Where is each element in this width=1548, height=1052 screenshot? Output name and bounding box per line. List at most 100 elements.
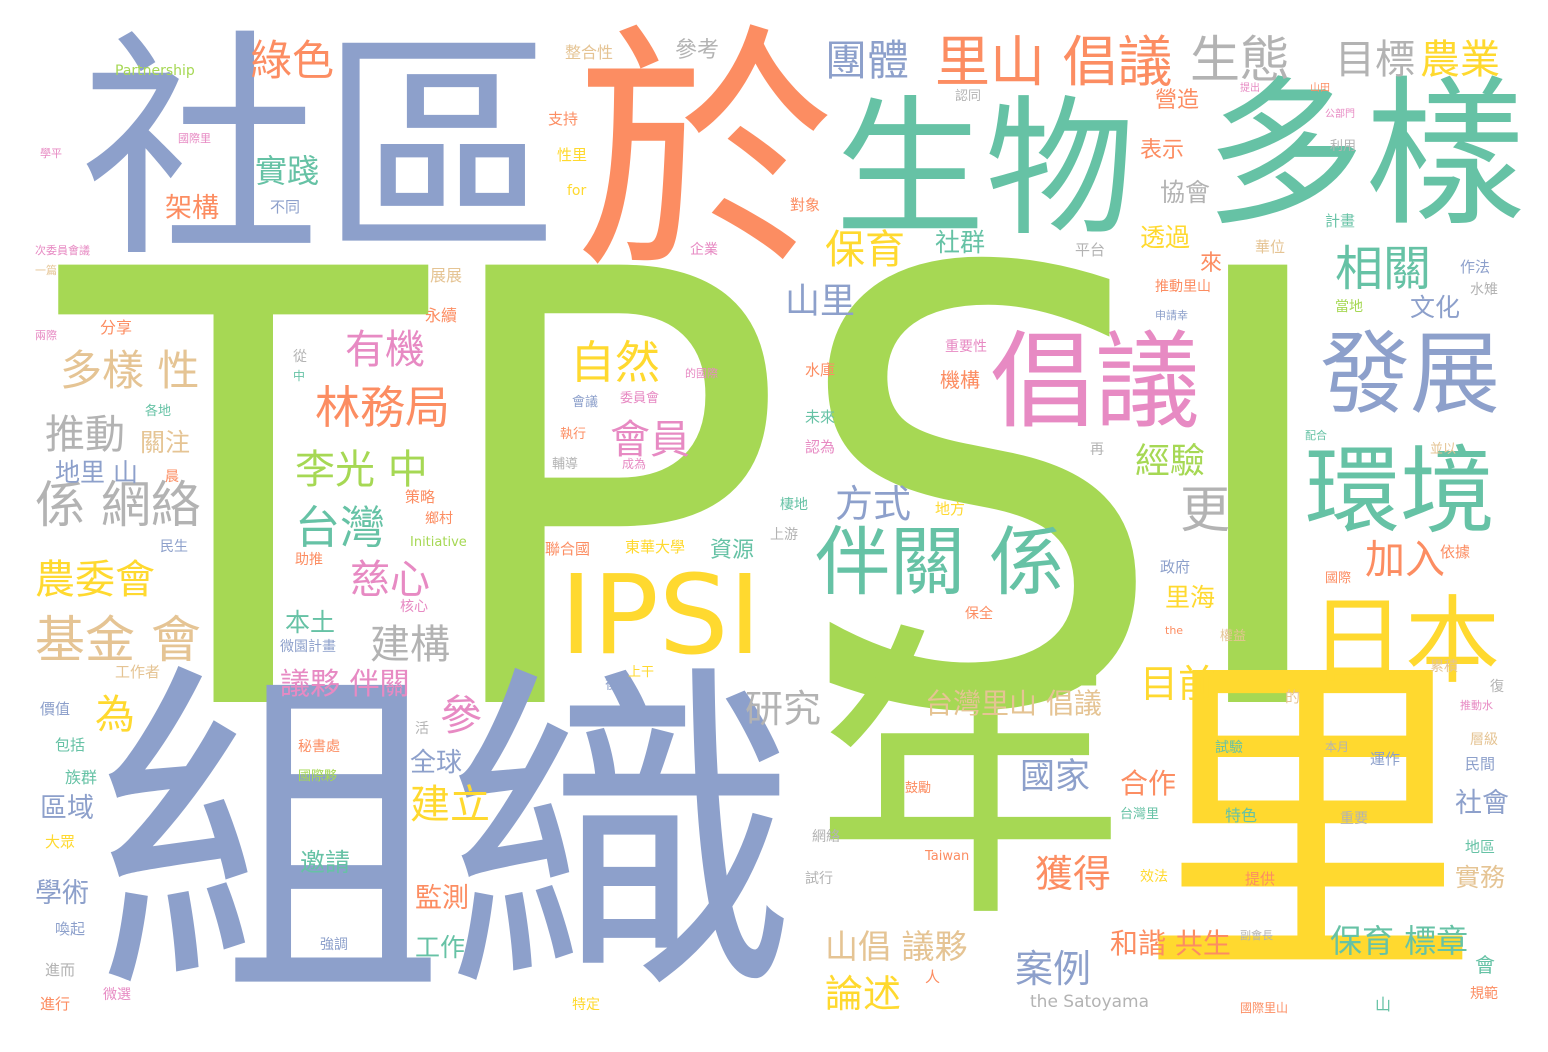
word-minjian: 民間 <box>1465 755 1496 773</box>
word-peihe: 配合 <box>1305 429 1327 442</box>
word-weilai: 未來 <box>805 408 836 426</box>
word-lunshu: 論述 <box>825 972 902 1016</box>
word-zhixing: 執行 <box>560 427 587 442</box>
word-rentong: 認同 <box>955 89 982 104</box>
word-tuanti: 團體 <box>825 36 910 85</box>
word-lihai: 里海 <box>1165 583 1216 612</box>
word-dazhong: 大眾 <box>45 833 76 851</box>
word-shuiku: 水庫 <box>805 361 836 379</box>
word-lishan-changyi: 里山 倡議 <box>935 30 1173 94</box>
word-taiwan: 台灣 <box>295 501 386 554</box>
word-shixing: 試行 <box>805 871 833 887</box>
word-the: the <box>1165 624 1184 637</box>
word-fenxiang: 分享 <box>100 318 133 337</box>
word-chen: 晨 <box>165 469 179 485</box>
word-nongye: 農業 <box>1420 37 1500 83</box>
word-changyi: 倡議 <box>990 321 1201 443</box>
word-huawei: 華位 <box>1255 238 1286 256</box>
word-tuidong: 推動 <box>45 412 125 458</box>
word-ipsi: IPSI <box>560 551 762 679</box>
word-ciweiyuanhuiyi: 次委員會議 <box>35 244 90 257</box>
word-difang: 地方 <box>935 500 966 518</box>
word-hui: 會 <box>1475 953 1495 977</box>
word-yaoqing: 邀請 <box>300 848 351 877</box>
word-can: 參 <box>440 691 483 740</box>
word-baokuo: 包括 <box>55 736 86 754</box>
word-lvse: 綠色 <box>250 36 335 85</box>
word-shan: 山 <box>1375 995 1392 1014</box>
word-yipian: 一篇 <box>35 264 57 277</box>
word-quanyi: 權益 <box>1220 629 1247 644</box>
word-liangji: 兩際 <box>35 329 57 342</box>
word-xiehui: 協會 <box>1160 178 1211 207</box>
word-duixiang: 對象 <box>790 196 821 214</box>
word-fuhuizhang: 副會長 <box>1240 929 1273 942</box>
word-jiner: 進而 <box>45 961 76 979</box>
word-hou: 後 <box>605 677 619 693</box>
word-for: for <box>567 183 587 199</box>
word-duoyang: 多樣 <box>1205 61 1526 248</box>
word-youji: 有機 <box>345 327 425 373</box>
word-guifan: 規範 <box>1470 986 1498 1002</box>
word-huiyuan: 會員 <box>610 417 690 463</box>
word-huo: 活 <box>415 721 429 737</box>
word-jiazhi: 價值 <box>40 700 71 718</box>
word-shanggan: 上干 <box>628 665 655 680</box>
word-yanjiu: 研究 <box>745 687 822 731</box>
word-hezuo: 合作 <box>1120 767 1177 800</box>
word-yingzao: 營造 <box>1155 88 1200 113</box>
word-tuidong-lishan: 推動里山 <box>1155 279 1211 295</box>
word-wangluo: 網絡 <box>812 829 840 845</box>
word-guanzhu: 關注 <box>140 428 191 457</box>
word-qiangdiao: 強調 <box>320 937 348 953</box>
word-geng: 更 <box>1180 481 1230 539</box>
word-chengwei: 成為 <box>622 457 647 471</box>
word-mubiao: 目標 <box>1335 37 1415 83</box>
word-weixuan: 微選 <box>103 987 131 1003</box>
word-renwei: 認為 <box>805 438 836 456</box>
word-hexie-gongsheng: 和諧 共生 <box>1110 927 1231 960</box>
word-zuqun: 族群 <box>65 768 98 787</box>
word-cankao: 參考 <box>675 38 720 63</box>
word-de-guoji: 的國際 <box>685 367 718 380</box>
word-tpsi: TPSI <box>60 145 1347 844</box>
word-zhongyaoxing: 重要性 <box>945 339 987 355</box>
word-tigong: 提供 <box>1245 870 1276 888</box>
word-xueshu: 學術 <box>35 878 89 909</box>
word-de: 的 <box>1285 688 1301 706</box>
word-liguangzhong: 李光 中 <box>295 447 428 493</box>
word-jiagou: 架構 <box>165 193 219 224</box>
word-tichu: 提出 <box>1240 83 1260 94</box>
word-yu: 於 <box>575 4 835 306</box>
word-nian: 年 <box>815 599 1125 960</box>
word-guojihuo: 國際夥 <box>298 769 338 784</box>
word-touguo: 透過 <box>1140 223 1191 252</box>
word-baoyu: 保育 <box>825 227 905 273</box>
word-partnership: Partnership <box>115 63 195 79</box>
word-banguanxi: 伴關 係 <box>815 518 1064 606</box>
word-weiyuanhui: 委員會 <box>620 391 660 406</box>
word-guojia: 國家 <box>1020 757 1091 797</box>
word-qiye: 企業 <box>690 242 718 258</box>
word-gongzuozhe: 工作者 <box>115 663 161 681</box>
word-duoyangxing: 多樣 性 <box>60 346 200 395</box>
word-jigou: 機構 <box>940 368 980 392</box>
word-the-satoyama: the Satoyama <box>1030 992 1150 1012</box>
word-cong: 從 <box>293 349 307 365</box>
word-gedi: 各地 <box>145 404 172 419</box>
word-diqu: 地區 <box>1465 838 1496 856</box>
word-qidi: 棲地 <box>780 497 808 513</box>
word-dilishan: 地里 山 <box>55 458 138 487</box>
word-guoji: 國際 <box>1325 571 1352 586</box>
word-shijian: 實踐 <box>255 152 320 190</box>
word-jiance: 監測 <box>415 883 469 914</box>
word-jianli: 建立 <box>410 782 490 828</box>
word-huode: 獲得 <box>1035 852 1112 896</box>
word-hexin: 核心 <box>400 599 428 615</box>
word-taiwan-en: Taiwan <box>925 849 970 864</box>
word-biaoshi: 表示 <box>1140 138 1185 163</box>
word-xiangguan: 相關 <box>1335 241 1432 297</box>
word-xiaofa: 效法 <box>1140 869 1168 885</box>
word-zhong: 中 <box>293 369 306 383</box>
word-linwuju: 林務局 <box>315 381 451 434</box>
